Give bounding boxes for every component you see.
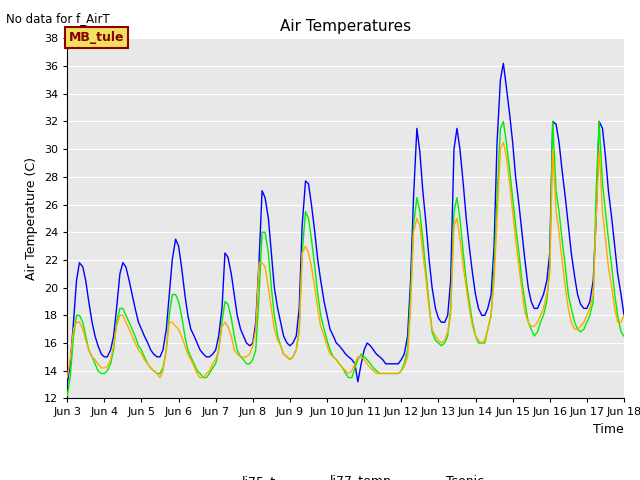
X-axis label: Time: Time xyxy=(593,423,624,436)
Title: Air Temperatures: Air Temperatures xyxy=(280,20,411,35)
Y-axis label: Air Temperature (C): Air Temperature (C) xyxy=(26,157,38,280)
Text: MB_tule: MB_tule xyxy=(69,31,125,44)
Text: No data for f_AirT: No data for f_AirT xyxy=(6,12,110,25)
Legend: li75_t, li77_temp, Tsonic: li75_t, li77_temp, Tsonic xyxy=(202,470,489,480)
